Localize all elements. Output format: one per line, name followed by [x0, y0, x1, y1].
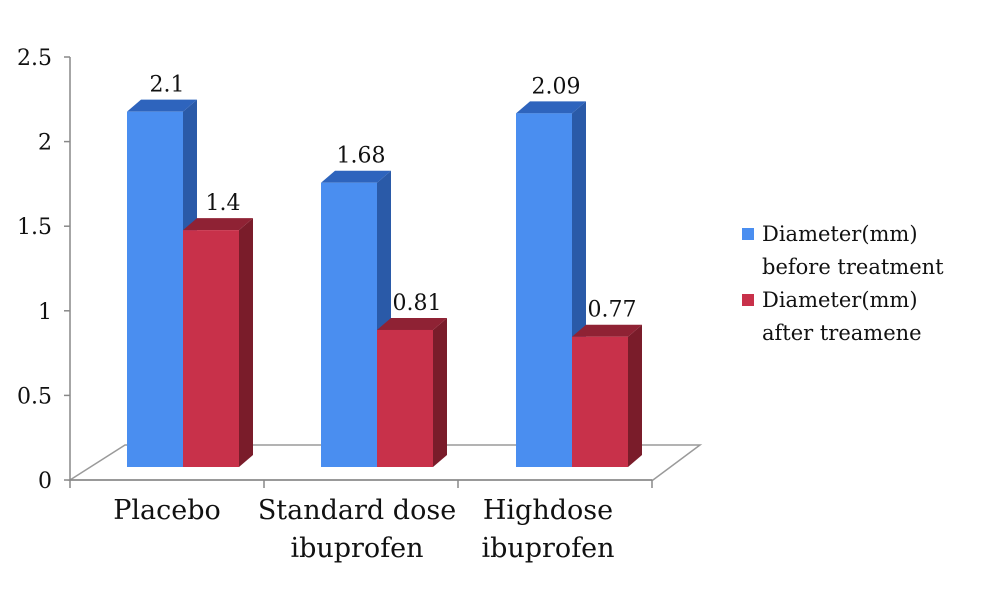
y-tick-label: 2.5: [17, 46, 52, 71]
bar-1-0: [183, 230, 239, 467]
bar-0-1: [321, 182, 377, 467]
category-label-1: Standard dose: [258, 495, 456, 526]
y-tick-label: 1.5: [17, 215, 52, 240]
data-label-0-0: 2.1: [150, 73, 185, 98]
category-label-2: Highdose: [483, 495, 613, 526]
legend-label-after-line1: Diameter(mm): [762, 288, 918, 312]
bar-top-0-2: [516, 101, 586, 114]
bar-top-0-0: [127, 99, 197, 112]
data-label-0-1: 1.68: [337, 144, 386, 169]
data-label-0-2: 2.09: [532, 74, 581, 99]
bar-top-1-2: [572, 324, 642, 337]
legend-item-after: Diameter(mm) after treamene: [740, 284, 995, 350]
y-tick-label: 0.5: [17, 384, 52, 409]
category-label-0: Placebo: [113, 495, 221, 526]
y-tick-label: 0: [38, 469, 52, 494]
bar-top-1-1: [377, 317, 447, 330]
legend-label-before-line1: Diameter(mm): [762, 222, 918, 246]
legend-label-before-line2: before treatment: [762, 255, 944, 279]
bar-top-0-1: [321, 170, 391, 183]
bar-top-1-0: [183, 218, 253, 231]
legend: Diameter(mm) before treatment Diameter(m…: [740, 218, 995, 350]
y-tick-label: 2: [38, 131, 52, 156]
legend-swatch-after: [742, 294, 754, 306]
bar-0-0: [127, 111, 183, 468]
category-label-2: ibuprofen: [481, 533, 614, 564]
bar-side-1-1: [433, 317, 447, 467]
y-tick-label: 1: [38, 300, 52, 325]
data-label-1-2: 0.77: [588, 298, 637, 323]
legend-label-after-line2: after treamene: [762, 321, 922, 345]
bar-0-2: [516, 113, 572, 467]
legend-swatch-before: [742, 228, 754, 240]
bar-1-1: [377, 329, 433, 467]
bar-side-1-0: [239, 218, 253, 467]
category-label-1: ibuprofen: [290, 533, 423, 564]
bar-side-1-2: [628, 324, 642, 467]
data-label-1-1: 0.81: [393, 291, 442, 316]
data-label-1-0: 1.4: [206, 191, 241, 216]
bar-1-2: [572, 336, 628, 467]
legend-item-before: Diameter(mm) before treatment: [740, 218, 995, 284]
